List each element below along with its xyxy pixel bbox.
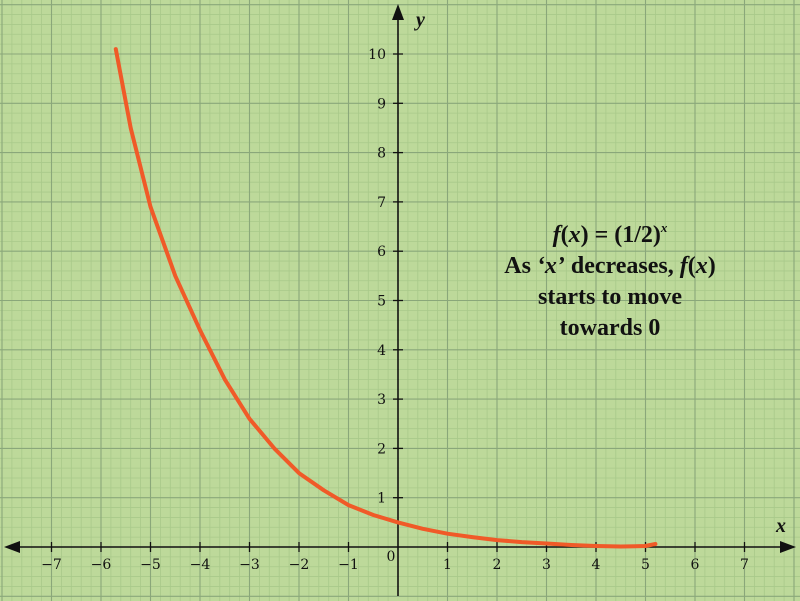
y-tick-label: 10 <box>368 47 386 63</box>
x-tick-label: 7 <box>740 557 749 573</box>
x-tick-label: −2 <box>289 557 310 573</box>
x-axis-arrow-left <box>4 541 20 553</box>
y-tick-label: 6 <box>377 244 386 260</box>
annotation-line-4: towards 0 <box>559 315 661 341</box>
x-tick-label: 0 <box>387 549 396 565</box>
x-tick-label: 2 <box>493 557 502 573</box>
x-tick-label: 5 <box>641 557 650 573</box>
x-tick-label: 1 <box>443 557 452 573</box>
annotation-paren-close: ) <box>707 253 716 279</box>
annotation-line-3: starts to move <box>538 284 682 310</box>
y-tick-label: 8 <box>377 146 386 162</box>
y-axis-label: y <box>414 9 425 31</box>
formula-rhs: = (1/2) <box>588 222 661 248</box>
x-tick-label: −7 <box>41 557 62 573</box>
annotation-paren-open: ( <box>687 253 696 279</box>
y-tick-label: 4 <box>377 343 386 359</box>
x-tick-label: 6 <box>691 557 700 573</box>
formula-line: f(x) = (1/2)x <box>440 212 780 251</box>
y-tick-label: 7 <box>377 195 386 211</box>
formula-x: (x) <box>560 222 589 248</box>
annotation-as: As <box>504 253 537 279</box>
y-tick-label: 9 <box>377 96 386 112</box>
x-tick-label: −1 <box>338 557 359 573</box>
x-tick-label: 3 <box>542 557 551 573</box>
annotation-f: f <box>679 253 688 279</box>
annotation-box: f(x) = (1/2)x As ‘x’ decreases, f(x) sta… <box>440 212 780 344</box>
x-axis-label: x <box>775 515 786 537</box>
x-tick-label: −4 <box>190 557 211 573</box>
x-tick-label: −6 <box>91 557 112 573</box>
x-tick-label: −5 <box>140 557 161 573</box>
y-tick-label: 1 <box>377 491 386 507</box>
x-tick-label: 4 <box>592 557 601 573</box>
annotation-x: x <box>695 253 708 279</box>
tick-labels: −7 −6 −5 −4 −3 −2 −1 0 1 2 3 4 5 6 7 1 2 3 4 5 6 7 8 9 10 <box>41 47 749 573</box>
formula-f: f <box>552 222 561 248</box>
tick-marks <box>50 53 746 552</box>
y-tick-label: 2 <box>377 441 386 457</box>
y-tick-label: 5 <box>377 294 386 310</box>
series-group <box>113 47 658 549</box>
formula-exponent: x <box>660 220 668 235</box>
series-curve <box>113 47 658 549</box>
y-axis-arrow-up <box>392 4 404 20</box>
annotation-decreases: decreases, <box>564 253 680 279</box>
annotation-x-quoted: ‘x’ <box>536 253 565 279</box>
x-tick-label: −3 <box>239 557 260 573</box>
y-tick-label: 3 <box>377 392 386 408</box>
annotation-line-2: As ‘x’ decreases, f(x) <box>440 251 780 282</box>
x-axis-arrow-right <box>780 541 796 553</box>
